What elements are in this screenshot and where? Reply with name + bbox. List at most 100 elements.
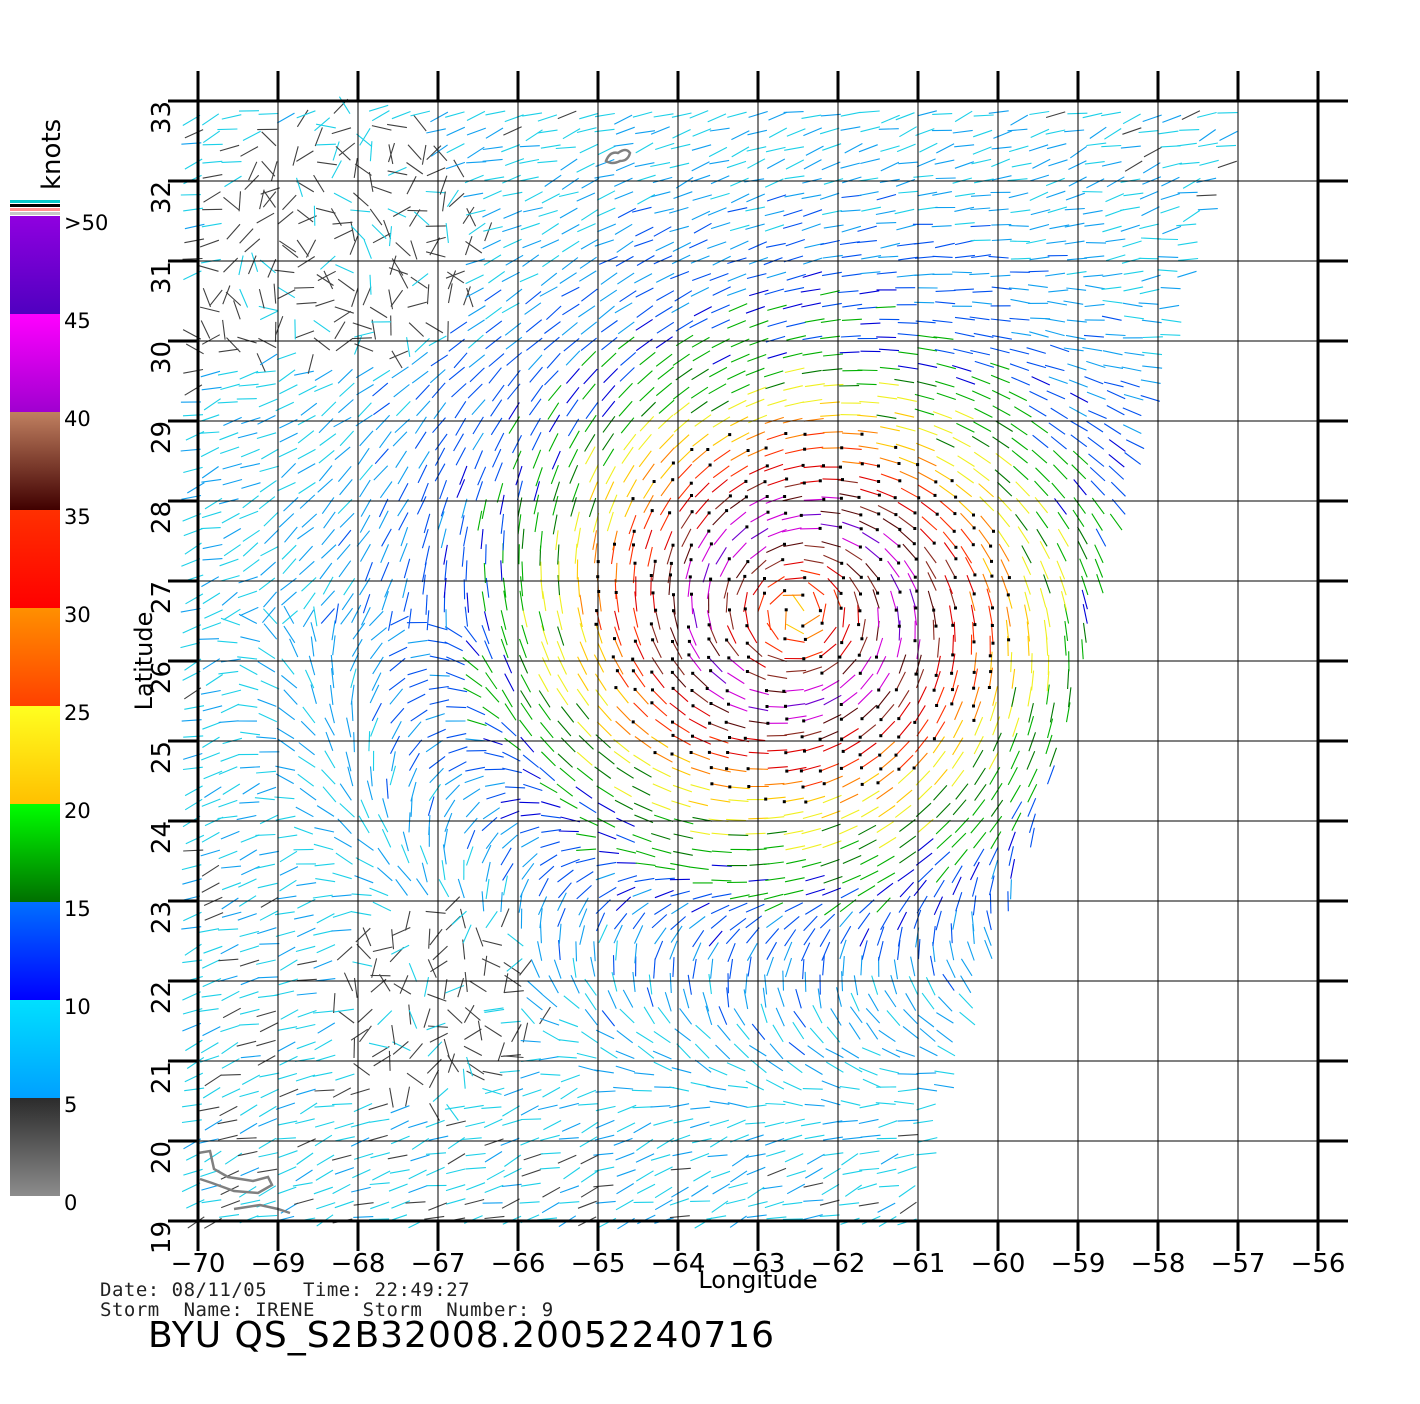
wind-vector (653, 784, 671, 792)
wind-vector (352, 894, 372, 896)
wind-vector (491, 418, 502, 435)
wind-vector (749, 752, 769, 753)
wind-vector (581, 1171, 598, 1182)
wind-vector (538, 1105, 558, 1110)
wind-vector (616, 163, 635, 171)
wind-vector (487, 1170, 505, 1180)
wind-vector (505, 323, 521, 335)
wind-vector (433, 946, 448, 960)
wind-vector (203, 131, 219, 143)
rain-flag (803, 448, 806, 451)
wind-vector (258, 977, 278, 978)
wind-vector (282, 611, 297, 624)
wind-vector (407, 337, 410, 357)
wind-vector (824, 776, 843, 784)
wind-vector (502, 303, 519, 313)
rain-flag (820, 672, 823, 675)
wind-vector (378, 1011, 392, 1025)
wind-vector (390, 1170, 410, 1174)
wind-vector (388, 209, 406, 217)
wind-vector (767, 159, 785, 169)
wind-vector (900, 471, 918, 479)
wind-vector (937, 687, 945, 706)
wind-vector (239, 256, 243, 276)
wind-vector (1028, 716, 1034, 735)
rain-flag (972, 543, 975, 546)
wind-vector (1032, 653, 1033, 673)
wind-vector (1031, 828, 1035, 848)
wind-vector (692, 274, 711, 281)
colorbar (10, 200, 60, 1196)
wind-vector (599, 752, 615, 764)
rain-flag (632, 543, 635, 546)
wind-vector (883, 534, 899, 547)
wind-vector (562, 241, 579, 252)
wind-vector (1140, 191, 1158, 199)
wind-vector (782, 515, 802, 519)
rain-flag (972, 719, 975, 722)
colorbar-band (10, 902, 60, 1000)
wind-vectors (181, 97, 1238, 1229)
wind-vector (538, 115, 557, 121)
wind-vector (298, 756, 315, 767)
wind-vector (712, 320, 730, 328)
wind-vector (784, 288, 804, 292)
wind-vector (1047, 144, 1066, 149)
wind-vector (483, 707, 499, 719)
wind-vector (644, 511, 652, 529)
wind-vector (803, 128, 821, 136)
wind-vector (277, 728, 294, 738)
wind-vector (1109, 466, 1124, 480)
wind-vector (580, 1137, 597, 1147)
wind-vector (274, 797, 294, 799)
wind-vector (280, 433, 298, 442)
wind-vector (767, 434, 786, 440)
wind-vector (240, 850, 257, 860)
wind-vector (877, 856, 894, 866)
wind-vector (338, 466, 351, 481)
wind-vector (861, 674, 874, 690)
wind-vector (973, 877, 978, 896)
wind-vector (673, 785, 692, 792)
wind-vector (238, 705, 258, 708)
wind-vector (353, 1217, 373, 1218)
wind-vector (972, 302, 992, 304)
wind-vector (615, 627, 622, 646)
wind-vector (803, 813, 822, 818)
rain-flag (690, 448, 693, 451)
wind-vector (241, 1168, 259, 1176)
wind-vector (1066, 193, 1085, 200)
wind-vector (1049, 423, 1065, 435)
wind-vector (728, 943, 735, 962)
wind-vector (1030, 175, 1049, 181)
wind-vector (991, 832, 1001, 849)
wind-vector (560, 273, 577, 284)
wind-vector (784, 562, 804, 565)
wind-vector (447, 127, 465, 135)
wind-vector (361, 544, 371, 561)
wind-vector (1162, 115, 1181, 122)
wind-vector (468, 306, 485, 316)
wind-vector (1009, 146, 1028, 152)
rain-flag (857, 623, 860, 626)
wind-vector (1106, 194, 1124, 202)
y-tick-label: 29 (147, 421, 177, 454)
wind-vector (202, 737, 219, 747)
wind-vector (1083, 275, 1103, 277)
wind-vector (458, 879, 464, 898)
wind-vector (842, 729, 859, 740)
wind-vector (576, 849, 596, 850)
wind-vector (501, 639, 508, 658)
wind-vector (285, 527, 298, 542)
wind-vector (1139, 303, 1159, 304)
wind-vector (439, 879, 449, 897)
wind-vector (598, 706, 611, 721)
wind-vector (620, 368, 634, 382)
rain-flag (745, 495, 748, 498)
wind-vector (204, 787, 221, 798)
wind-vector (943, 974, 954, 990)
wind-vector (298, 257, 315, 268)
wind-vector (523, 1090, 542, 1096)
rain-flag (859, 672, 862, 675)
wind-vector (582, 1122, 599, 1133)
